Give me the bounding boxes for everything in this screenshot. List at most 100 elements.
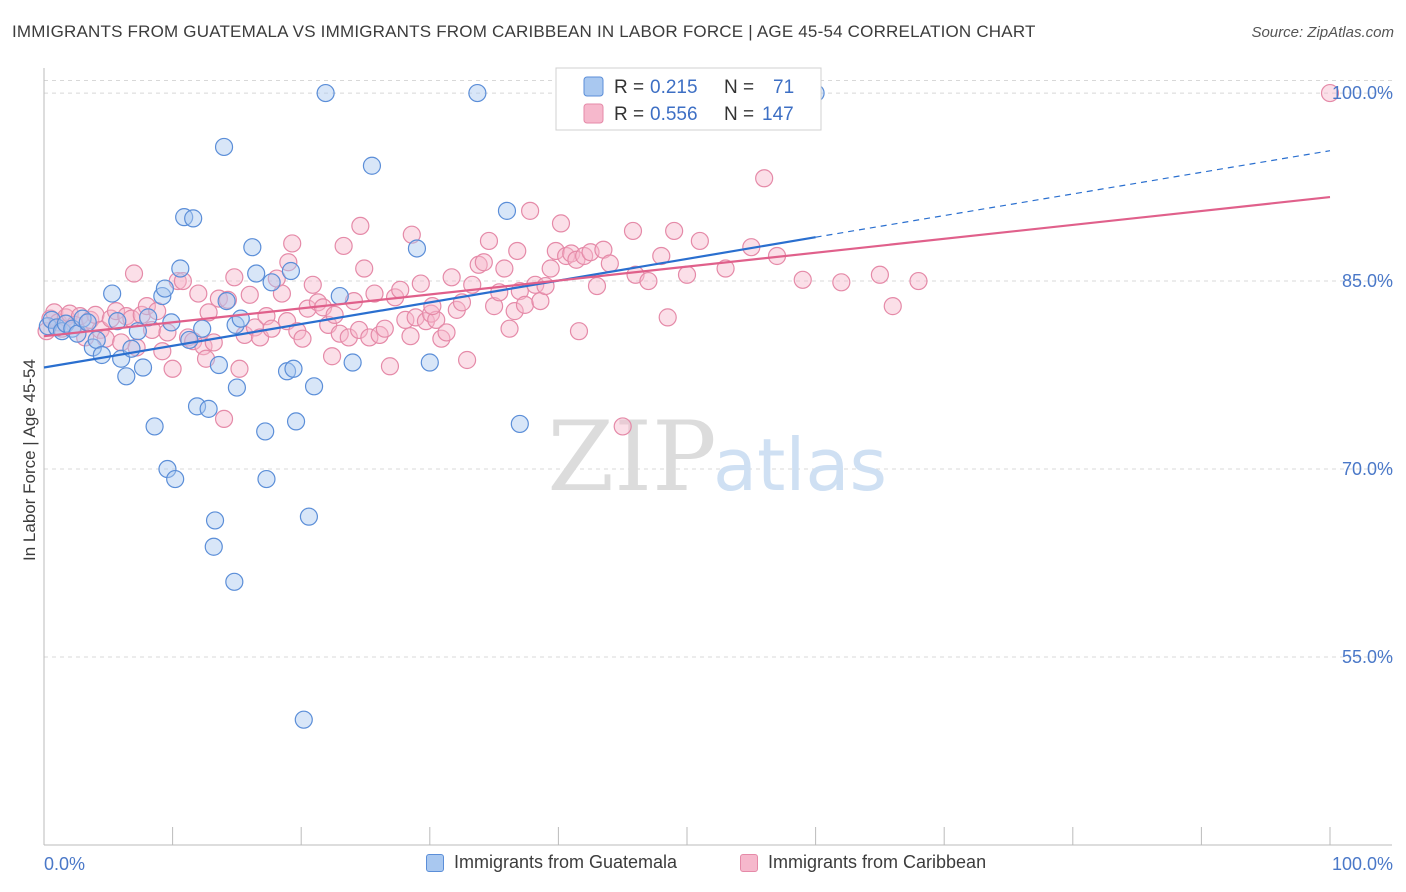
guatemala-point	[468, 83, 487, 103]
caribbean-point	[401, 327, 420, 346]
guatemala-point	[155, 279, 174, 298]
guatemala-point	[225, 572, 244, 591]
guatemala-points	[38, 83, 825, 729]
series-legend: Immigrants from Guatemala Immigrants fro…	[0, 852, 1406, 878]
caribbean-point	[557, 246, 576, 266]
caribbean-point	[240, 285, 259, 304]
legend-item-caribbean[interactable]: Immigrants from Caribbean	[740, 852, 986, 873]
caribbean-point	[163, 359, 182, 378]
caribbean-point	[755, 169, 774, 188]
legend-r-value-2: 0.556	[650, 104, 698, 125]
guatemala-point	[171, 259, 190, 278]
legend-swatch-pink	[583, 103, 604, 124]
watermark-atlas: atlas	[713, 423, 887, 507]
x-tick-label-min: 0.0%	[44, 854, 85, 874]
guatemala-point	[87, 330, 106, 350]
guatemala-point	[262, 273, 281, 292]
trend-lines	[43, 150, 1331, 369]
caribbean-point	[365, 284, 384, 303]
legend-swatch-blue	[583, 76, 604, 97]
caribbean-point	[218, 290, 237, 309]
guatemala-point	[294, 710, 313, 729]
caribbean-point	[334, 236, 353, 256]
guatemala-point	[362, 156, 382, 175]
caribbean-point	[204, 333, 223, 352]
caribbean-point	[587, 276, 607, 296]
caribbean-point	[665, 221, 684, 241]
y-tick-label-3: 100.0%	[1332, 83, 1393, 103]
caribbean-point	[199, 303, 218, 322]
guatemala-point	[214, 137, 234, 157]
caribbean-point	[600, 254, 619, 273]
caribbean-point	[406, 308, 425, 327]
y-tick-label-0: 55.0%	[1342, 647, 1393, 667]
caribbean-point	[272, 284, 292, 303]
caribbean-point	[658, 308, 677, 327]
caribbean-point	[349, 320, 369, 340]
caribbean-point	[569, 322, 589, 341]
caribbean-point	[437, 323, 456, 342]
legend-n-label-1: N =	[724, 77, 754, 98]
caribbean-point	[883, 297, 902, 316]
caribbean-point	[495, 259, 514, 278]
caribbean-point	[325, 305, 344, 324]
legend-item-guatemala[interactable]: Immigrants from Guatemala	[426, 852, 677, 873]
guatemala-point	[304, 377, 324, 396]
caribbean-point	[283, 234, 302, 253]
y-tick-label-2: 85.0%	[1342, 271, 1393, 291]
guatemala-trend-line	[43, 236, 816, 369]
guatemala-point	[343, 353, 362, 372]
guatemala-point	[231, 309, 250, 328]
guatemala-point	[256, 422, 275, 441]
watermark-zip: ZIP	[547, 401, 716, 513]
caribbean-point	[427, 310, 446, 329]
guatemala-point	[316, 83, 335, 103]
caribbean-point	[521, 201, 540, 220]
guatemala-point	[497, 201, 517, 220]
caribbean-point	[909, 271, 928, 291]
legend-n-label-2: N =	[724, 104, 754, 125]
caribbean-point	[870, 265, 890, 284]
guatemala-point	[133, 358, 153, 377]
guatemala-point	[281, 261, 301, 281]
caribbean-point	[515, 295, 535, 314]
caribbean-point	[1320, 83, 1340, 103]
caribbean-point	[832, 273, 851, 292]
legend-n-value-2: 147	[762, 104, 794, 125]
legend-swatch-guatemala	[426, 853, 444, 872]
caribbean-point	[551, 214, 571, 233]
caribbean-point	[623, 221, 643, 241]
legend-n-value-1: 71	[773, 77, 794, 98]
caribbean-point	[652, 246, 671, 266]
caribbean-point	[124, 264, 144, 283]
caribbean-point	[442, 268, 461, 287]
x-tick-labels: 0.0% 100.0%	[44, 854, 1393, 874]
caribbean-point	[716, 259, 735, 278]
caribbean-point	[117, 307, 136, 326]
caribbean-point	[479, 231, 499, 251]
caribbean-point	[531, 292, 550, 311]
guatemala-point	[145, 417, 164, 436]
guatemala-point	[117, 367, 136, 386]
guatemala-point	[510, 414, 529, 434]
guatemala-point	[299, 507, 319, 526]
guatemala-point	[286, 412, 306, 431]
guatemala-point	[217, 292, 236, 311]
guatemala-point	[78, 313, 97, 332]
y-tick-labels: 55.0% 70.0% 85.0% 100.0%	[1332, 83, 1393, 667]
caribbean-point	[536, 276, 555, 296]
caribbean-point	[541, 259, 560, 278]
guatemala-point	[187, 397, 207, 416]
caribbean-point	[690, 231, 709, 251]
guatemala-point	[193, 319, 212, 338]
guatemala-point	[108, 312, 127, 331]
guatemala-point	[92, 345, 111, 365]
caribbean-point	[351, 216, 370, 236]
caribbean-point	[457, 350, 477, 370]
caribbean-point	[505, 302, 524, 321]
guatemala-point	[330, 286, 349, 306]
caribbean-point	[303, 275, 322, 294]
guatemala-point	[227, 378, 246, 397]
caribbean-point	[153, 342, 172, 361]
